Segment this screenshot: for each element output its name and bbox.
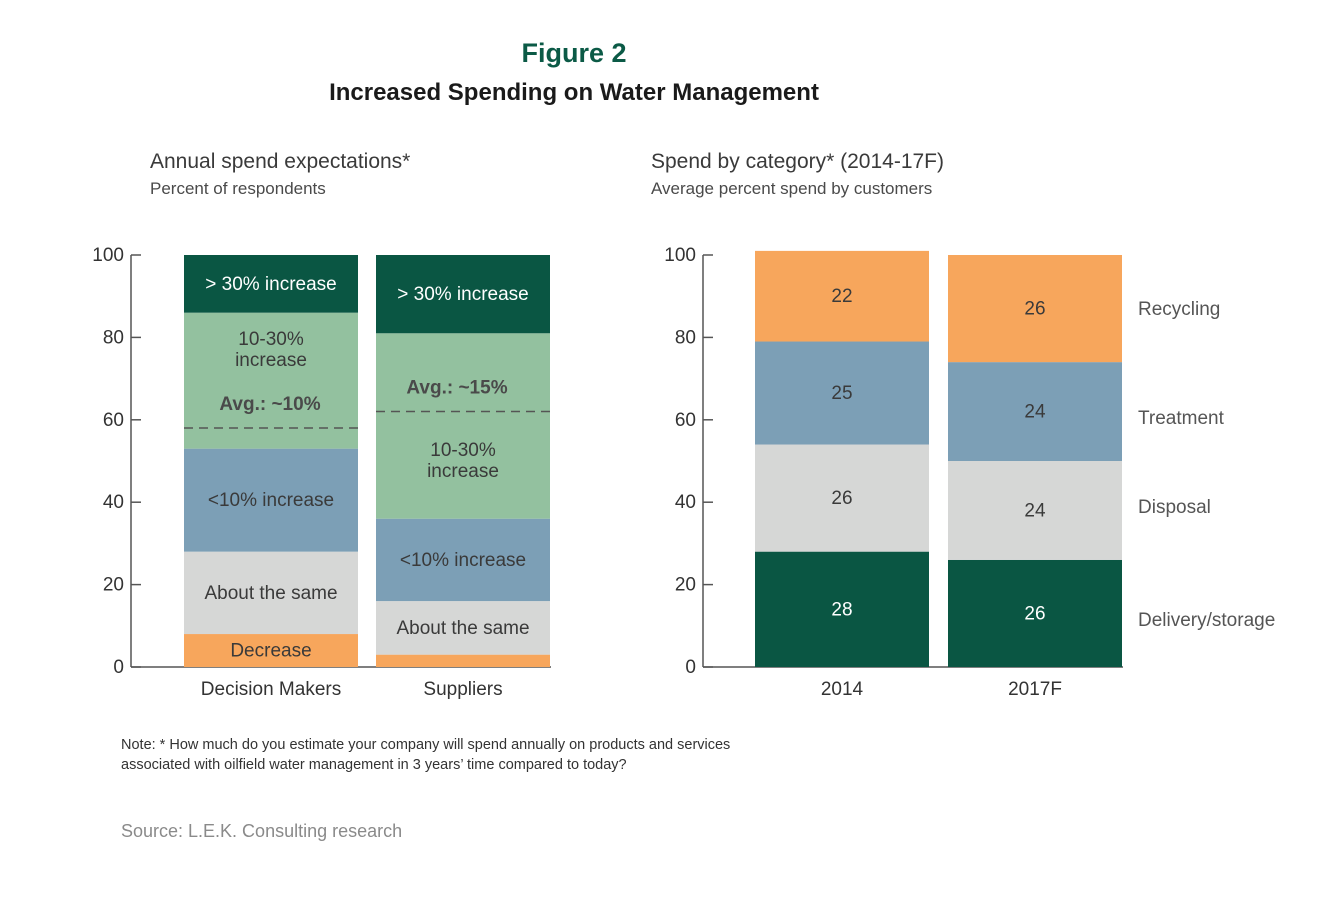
left-bar-segment xyxy=(376,333,550,519)
right-y-tick-label: 80 xyxy=(675,327,696,348)
left-y-tick-label: 100 xyxy=(92,245,124,266)
left-bar-label: <10% increase xyxy=(208,490,334,511)
left-bar-segment xyxy=(184,255,358,313)
charts-canvas: 0 20 40 60 80 100 Decrease About the same <10% i… xyxy=(92,245,1275,700)
left-bar-segment xyxy=(376,601,550,655)
source-note: Source: L.E.K. Consulting research xyxy=(121,821,403,841)
left-y-tick-label: 60 xyxy=(103,409,124,430)
left-bar-label: > 30% increase xyxy=(205,273,337,294)
left-bar-segment xyxy=(376,255,550,334)
left-chart-subtitle: Percent of respondents xyxy=(150,179,326,198)
footnote-line-2: associated with oilfield water managemen… xyxy=(121,757,627,773)
right-bar-label: 25 xyxy=(831,383,852,404)
left-bar-segment xyxy=(184,312,358,449)
left-bar-label: 10-30% increase xyxy=(427,440,499,482)
right-bar-segment xyxy=(755,551,929,667)
right-bar-label: 22 xyxy=(831,286,852,307)
left-bar-label: 10-30% increase xyxy=(235,329,307,371)
left-chart-title: Annual spend expectations* xyxy=(150,150,411,173)
right-series-name-label: Treatment xyxy=(1138,408,1225,429)
right-bar-segment xyxy=(948,461,1122,560)
left-bar-label: About the same xyxy=(396,617,529,638)
right-series-name-label: Disposal xyxy=(1138,497,1211,518)
right-series-name-label: Recycling xyxy=(1138,299,1220,320)
figure-label: Figure 2 xyxy=(521,38,627,68)
right-bar-segment xyxy=(948,255,1122,363)
figure-title: Increased Spending on Water Management xyxy=(329,79,819,106)
left-category-label: Suppliers xyxy=(423,679,502,700)
right-bar-segment xyxy=(755,341,929,445)
left-bar-segment xyxy=(376,518,550,602)
right-bar-segment xyxy=(755,444,929,552)
right-bar-label: 28 xyxy=(831,599,852,620)
left-y-tick-label: 20 xyxy=(103,574,124,595)
right-y-tick-label: 40 xyxy=(675,492,696,513)
right-category-label: 2014 xyxy=(821,679,864,700)
left-average-label: Avg.: ~10% xyxy=(219,394,320,415)
left-category-label: Decision Makers xyxy=(201,679,341,700)
right-chart-title: Spend by category* (2014-17F) xyxy=(651,150,945,173)
right-y-tick-label: 100 xyxy=(664,245,696,266)
right-bar-segment xyxy=(948,362,1122,461)
left-y-tick-label: 0 xyxy=(113,657,124,678)
right-bar-label: 24 xyxy=(1024,401,1046,422)
left-bar-segment xyxy=(184,634,358,667)
left-bar-segment xyxy=(376,654,550,667)
left-bar-label: Decrease xyxy=(230,640,311,661)
left-average-label: Avg.: ~15% xyxy=(406,377,507,398)
right-bar-label: 26 xyxy=(831,488,852,509)
right-y-tick-label: 60 xyxy=(675,409,696,430)
right-category-label: 2017F xyxy=(1008,679,1062,700)
left-bar-label: > 30% increase xyxy=(397,284,529,305)
right-bar-label: 26 xyxy=(1024,298,1045,319)
right-series-name-label: Delivery/storage xyxy=(1138,610,1275,631)
right-bar-segment xyxy=(755,250,929,342)
right-y-tick-label: 20 xyxy=(675,574,696,595)
right-bar-label: 24 xyxy=(1024,500,1046,521)
left-bar-segment xyxy=(184,551,358,635)
left-y-tick-label: 80 xyxy=(103,327,124,348)
left-y-tick-label: 40 xyxy=(103,492,124,513)
left-bar-label: About the same xyxy=(204,582,337,603)
right-bar-label: 26 xyxy=(1024,603,1045,624)
right-bar-segment xyxy=(948,559,1122,667)
left-bar-segment xyxy=(184,448,358,552)
left-bar-label: <10% increase xyxy=(400,549,526,570)
right-y-tick-label: 0 xyxy=(685,657,696,678)
right-chart-subtitle: Average percent spend by customers xyxy=(651,179,933,198)
footnote-line-1: Note: * How much do you estimate your co… xyxy=(121,737,731,753)
